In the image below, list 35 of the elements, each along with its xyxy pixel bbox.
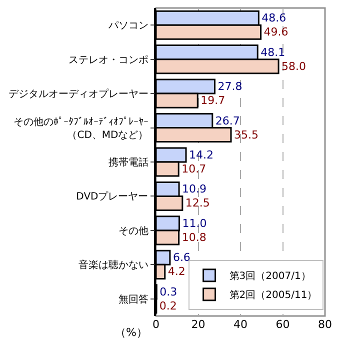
data-label: 0.3	[160, 285, 178, 298]
x-tick-label: 40	[234, 318, 248, 331]
data-label: 4.2	[168, 265, 186, 278]
data-label: 58.0	[282, 60, 306, 73]
data-label: 26.7	[215, 114, 240, 128]
data-label: 14.2	[189, 148, 214, 162]
x-tick-label: 0	[152, 318, 160, 331]
y-tick-label: その他のﾎﾟｰﾀﾌﾞﾙｵｰﾃﾞｨｵﾌﾟﾚｰﾔｰ（CD、MDなど）	[13, 116, 148, 141]
data-label: 0.2	[159, 299, 177, 312]
y-tick-label: DVDプレーヤー	[76, 190, 148, 203]
y-tick-label: パソコン	[107, 20, 148, 32]
data-label: 27.8	[218, 80, 242, 94]
legend-label: 第3回（2007/1）	[229, 270, 311, 282]
data-label: 49.6	[264, 26, 288, 39]
data-label: 6.6	[172, 251, 190, 264]
legend-label: 第2回（2005/11）	[229, 289, 318, 302]
data-label: 10.9	[182, 182, 207, 196]
data-label: 10.7	[182, 162, 206, 176]
data-label: 12.5	[185, 196, 210, 210]
data-label: 10.8	[182, 230, 206, 244]
x-axis-title: （%）	[115, 326, 148, 339]
data-label: 48.6	[262, 12, 286, 25]
y-tick-label: その他	[118, 224, 148, 237]
data-label: 11.0	[182, 216, 207, 230]
x-tick-label: 20	[191, 318, 206, 331]
y-tick-label: 無回答	[118, 293, 148, 306]
data-label: 48.1	[260, 46, 286, 59]
y-tick-label: デジタルオーディオプレーヤー	[8, 88, 148, 100]
x-tick-label: 80	[318, 318, 332, 331]
data-label: 35.5	[234, 128, 258, 142]
x-tick-label: 60	[276, 318, 290, 331]
y-tick-label: ステレオ・コンポ	[68, 54, 148, 66]
data-label: 19.7	[200, 94, 226, 108]
y-tick-label: 携帯電話	[108, 156, 148, 168]
y-tick-label: 音楽は聴かない	[78, 259, 148, 272]
